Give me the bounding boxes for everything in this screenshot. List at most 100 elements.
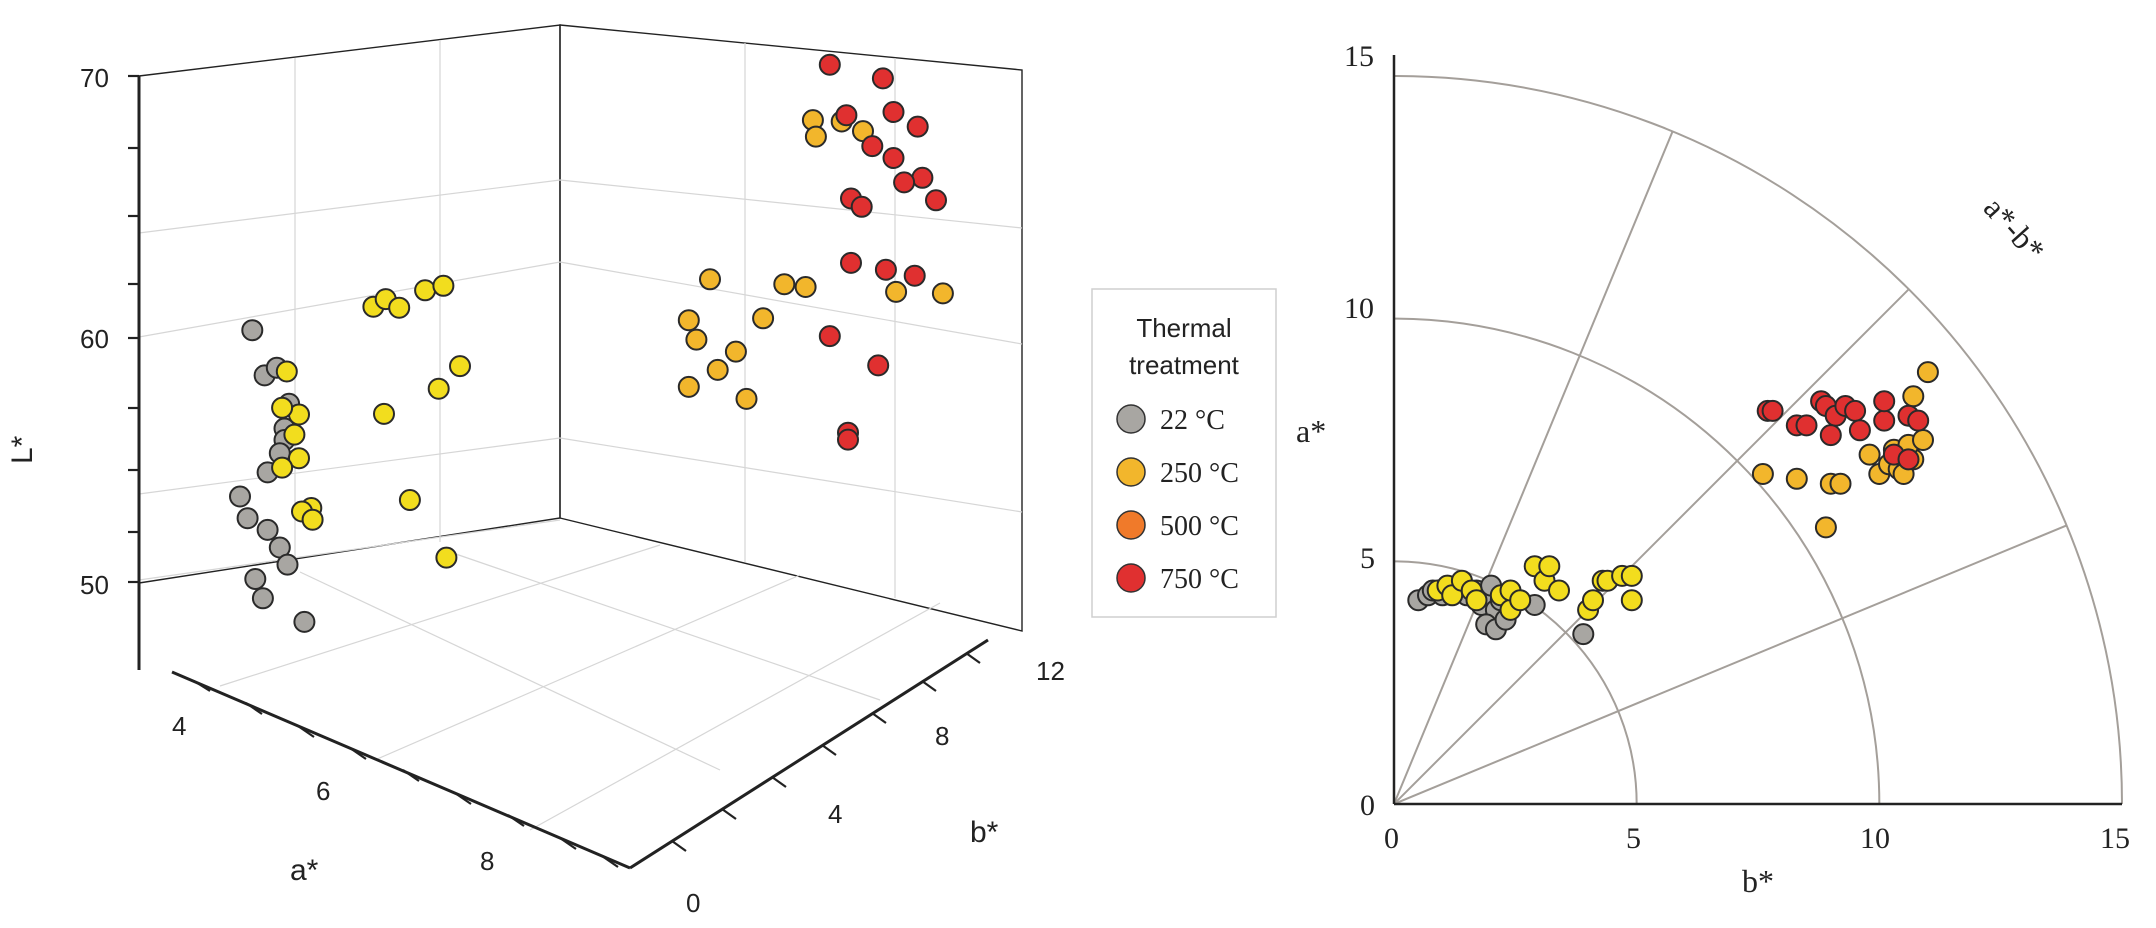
point-3d-3-4 — [906, 115, 929, 138]
point-polar-3-14 — [1873, 390, 1896, 413]
point-polar-2-0 — [1751, 463, 1774, 485]
point-3d-1-16 — [373, 402, 395, 425]
points-polar — [1407, 361, 1939, 646]
grid-line — [559, 261, 1023, 345]
point-3d-3-0 — [818, 53, 841, 76]
b-axis-ticks — [671, 652, 981, 852]
l-axis-ticks — [128, 74, 139, 584]
legend-swatch-22c — [1116, 404, 1146, 434]
point-polar-2-2 — [1814, 516, 1837, 539]
point-polar-2-13 — [1912, 429, 1934, 451]
point-3d-1-3 — [283, 423, 306, 446]
legend-label-500c: 500 °C — [1160, 511, 1239, 542]
a-tick-4: 4 — [172, 711, 186, 741]
b-axis-label: b* — [970, 816, 999, 849]
legend-box — [1091, 288, 1277, 618]
a-tick-8: 8 — [480, 846, 494, 876]
point-3d-1-2 — [271, 396, 294, 419]
polar-arc-label: a*-b* — [1977, 190, 2053, 268]
point-polar-1-5 — [1465, 589, 1488, 612]
grid-line — [138, 179, 561, 234]
point-3d-2-13 — [885, 280, 908, 303]
point-3d-3-11 — [850, 195, 873, 218]
point-3d-3-16 — [867, 354, 890, 377]
point-3d-2-1 — [699, 268, 721, 291]
point-3d-2-0 — [677, 309, 700, 332]
legend: Thermal treatment 22 °C 250 °C 500 °C 75… — [1091, 288, 1277, 618]
point-3d-3-1 — [871, 67, 894, 90]
point-polar-1-19 — [1620, 564, 1643, 587]
legend-label-750c: 750 °C — [1160, 564, 1239, 595]
polar-x-tick-15: 15 — [2100, 822, 2130, 855]
point-3d-1-5 — [271, 456, 294, 479]
point-3d-3-9 — [925, 189, 947, 212]
points-3d — [229, 53, 954, 633]
point-polar-2-15 — [1916, 361, 1939, 384]
legend-label-250c: 250 °C — [1160, 458, 1239, 489]
l-tick-70: 70 — [80, 63, 109, 93]
point-3d-1-13 — [432, 274, 455, 297]
point-polar-1-12 — [1538, 555, 1561, 578]
grid-line — [559, 437, 1023, 513]
l-tick-60: 60 — [80, 324, 109, 354]
point-3d-1-18 — [435, 546, 458, 569]
polar-y-tick-5: 5 — [1360, 542, 1375, 575]
chart-polar: 15 10 5 0 a* 0 5 10 15 b* a*-b* — [1296, 40, 2130, 899]
point-3d-0-8 — [229, 485, 251, 508]
grid-line — [138, 519, 561, 581]
wall-grid — [138, 40, 1023, 831]
l-tick-50: 50 — [80, 570, 109, 600]
point-3d-1-17 — [398, 489, 421, 511]
polar-ray-67.5 — [1393, 131, 1674, 805]
point-3d-1-15 — [427, 377, 450, 400]
point-3d-2-4 — [706, 358, 729, 381]
point-3d-2-10 — [804, 125, 827, 148]
point-3d-1-0 — [275, 360, 298, 383]
point-3d-0-0 — [241, 319, 264, 342]
point-polar-1-20 — [1620, 589, 1643, 612]
point-polar-0-16 — [1572, 623, 1595, 646]
point-3d-3-2 — [835, 104, 858, 127]
back-right-wall-outline — [559, 24, 1023, 632]
point-3d-2-2 — [685, 328, 708, 351]
polar-x-tick-5: 5 — [1626, 822, 1641, 855]
a-axis-label: a* — [290, 854, 319, 887]
point-3d-0-15 — [293, 610, 316, 633]
point-polar-1-15 — [1582, 589, 1604, 612]
b-tick-0: 0 — [686, 888, 700, 918]
legend-swatch-500c — [1116, 510, 1146, 540]
point-polar-3-8 — [1844, 399, 1867, 422]
point-polar-3-3 — [1795, 414, 1818, 437]
point-3d-3-18 — [837, 428, 859, 451]
point-polar-2-14 — [1902, 385, 1925, 408]
legend-swatch-250c — [1116, 457, 1146, 487]
grid-line — [559, 179, 1023, 229]
point-3d-3-12 — [840, 251, 862, 274]
point-3d-3-14 — [903, 264, 926, 287]
grid-line — [219, 544, 661, 687]
grid-line — [138, 437, 561, 495]
polar-y-tick-15: 15 — [1344, 40, 1374, 73]
point-3d-2-5 — [735, 387, 758, 410]
b-tick-8: 8 — [935, 721, 949, 751]
legend-label-22c: 22 °C — [1160, 405, 1225, 436]
point-polar-3-1 — [1761, 399, 1784, 422]
point-polar-3-16 — [1897, 448, 1920, 471]
point-3d-3-15 — [818, 325, 841, 348]
legend-title-line2: treatment — [1129, 350, 1240, 380]
point-polar-3-13 — [1907, 409, 1930, 432]
polar-x-axis-label: b* — [1742, 863, 1774, 899]
point-3d-3-6 — [882, 147, 905, 169]
b-tick-4: 4 — [828, 799, 842, 829]
point-3d-2-15 — [677, 375, 700, 398]
polar-y-axis-label: a* — [1296, 413, 1326, 449]
grid-line — [449, 551, 881, 701]
legend-title-line1: Thermal — [1136, 313, 1231, 343]
point-3d-3-8 — [893, 171, 916, 194]
point-polar-3-9 — [1819, 424, 1842, 447]
polar-ray-22.5 — [1393, 524, 2067, 805]
a-axis-ticks — [193, 680, 619, 868]
point-3d-2-14 — [931, 282, 954, 305]
point-3d-0-13 — [244, 568, 267, 590]
point-3d-1-8 — [301, 508, 324, 531]
